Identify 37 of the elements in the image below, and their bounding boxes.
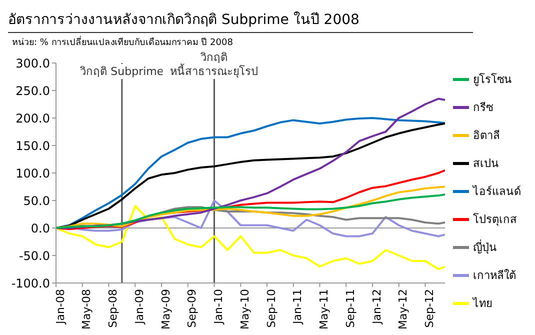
x-tick-label: Sep-12 (423, 289, 436, 328)
legend-label: ญี่ปุ่น (473, 238, 497, 256)
y-tick-label: 300.0 (16, 56, 50, 70)
legend-label: อิตาลี (473, 128, 500, 144)
x-tick-label: Jan-09 (132, 289, 146, 325)
y-tick-label: -50.0 (18, 248, 50, 263)
x-tick-label: Sep-10 (264, 289, 278, 328)
x-tick-label: Sep-11 (344, 289, 357, 328)
x-tick-label: Jan-10 (212, 289, 226, 325)
y-tick-label: -100.0 (11, 276, 50, 290)
y-tick-label: 150.0 (16, 138, 50, 153)
x-tick-label: May-11 (318, 289, 331, 330)
y-tick-label: 100.0 (16, 166, 50, 180)
x-tick-label: Jan-08 (54, 289, 67, 325)
ref-line-label: วิกฤติ หนี้สาธารณะยุโรป (170, 51, 258, 78)
x-tick-label: May-08 (80, 289, 94, 330)
x-tick-label: Sep-09 (186, 289, 199, 328)
legend-label: ไทย (473, 296, 492, 312)
x-tick-label: Jan-12 (370, 289, 384, 325)
y-tick-label: 50.0 (23, 194, 50, 208)
chart-subtitle: หน่วย: % การเปลี่ยนแปลงเทียบกับเดือนมกราคม ปี 2008 (12, 35, 234, 49)
x-tick-label: May-12 (396, 289, 410, 330)
x-tick-label: May-10 (238, 289, 252, 330)
legend-label: ยูโรโซน (473, 72, 512, 88)
legend-label: โปรตุเกส (473, 212, 517, 228)
legend-label: กรีซ (473, 100, 493, 116)
ref-line-label: วิกฤติ Subprime (79, 65, 164, 78)
chart-title: อัตราการว่างงานหลังจากเกิดวิกฤติ Subprime ในปี 2008 (8, 8, 473, 33)
y-tick-label: 200.0 (16, 111, 50, 126)
legend-label: สเปน (473, 156, 499, 172)
y-tick-label: 250.0 (16, 84, 50, 98)
x-tick-label: Jan-11 (291, 289, 304, 325)
x-tick-label: Sep-08 (106, 289, 120, 328)
y-tick-label: 0.0 (30, 221, 50, 236)
legend-label: เกาหลีใต้ (473, 268, 516, 284)
x-tick-label: May-09 (159, 289, 172, 330)
legend-label: ไอร์แลนด์ (473, 184, 521, 200)
